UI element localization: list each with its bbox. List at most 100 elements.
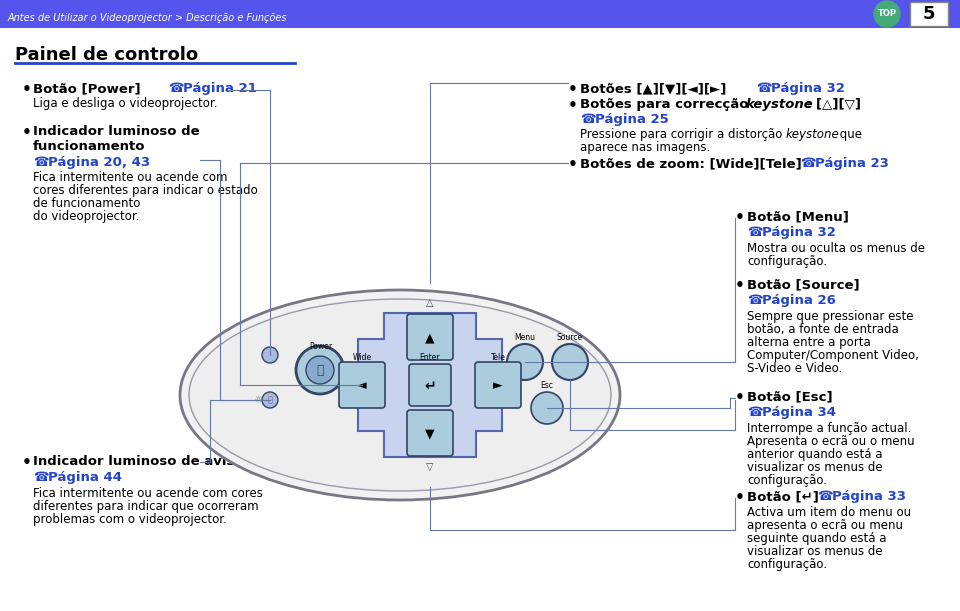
Text: ☎: ☎	[747, 406, 762, 419]
Text: Botões para correcção: Botões para correcção	[580, 98, 754, 111]
Text: ☎: ☎	[756, 82, 772, 95]
Text: Activa um item do menu ou: Activa um item do menu ou	[747, 506, 911, 519]
Text: •: •	[22, 82, 32, 97]
Text: alterna entre a porta: alterna entre a porta	[747, 336, 871, 349]
Text: S-Video e Video.: S-Video e Video.	[747, 362, 842, 375]
Text: •: •	[568, 157, 578, 172]
Text: Botões [▲][▼][◄][►]: Botões [▲][▼][◄][►]	[580, 82, 727, 95]
Text: Apresenta o ecrã ou o menu: Apresenta o ecrã ou o menu	[747, 435, 915, 448]
Text: ⏻: ⏻	[316, 365, 324, 378]
Text: ↵: ↵	[424, 379, 436, 393]
Text: Fica intermitente ou acende com: Fica intermitente ou acende com	[33, 171, 228, 184]
Text: •: •	[735, 210, 745, 225]
Text: configuração.: configuração.	[747, 474, 827, 487]
Text: funcionamento: funcionamento	[33, 140, 146, 153]
Circle shape	[262, 347, 278, 363]
FancyBboxPatch shape	[475, 362, 521, 408]
Text: ☎: ☎	[747, 226, 762, 239]
Text: •: •	[735, 390, 745, 405]
Text: ☎: ☎	[800, 157, 816, 170]
Text: Página 20, 43: Página 20, 43	[48, 156, 150, 169]
Text: TOP: TOP	[877, 10, 897, 18]
Text: Source: Source	[557, 334, 583, 343]
Text: Mostra ou oculta os menus de: Mostra ou oculta os menus de	[747, 242, 925, 255]
Text: Pressione para corrigir a distorção: Pressione para corrigir a distorção	[580, 128, 786, 141]
Text: Computer/Component Video,: Computer/Component Video,	[747, 349, 919, 362]
Text: Página 25: Página 25	[595, 113, 669, 126]
Ellipse shape	[180, 290, 620, 500]
Text: ▼: ▼	[425, 428, 435, 441]
Text: ☎: ☎	[747, 294, 762, 307]
Circle shape	[507, 344, 543, 380]
Text: visualizar os menus de: visualizar os menus de	[747, 545, 882, 558]
Text: •: •	[22, 455, 32, 470]
FancyBboxPatch shape	[409, 364, 451, 406]
Text: que: que	[836, 128, 862, 141]
Text: ◄: ◄	[357, 379, 367, 392]
Text: botão, a fonte de entrada: botão, a fonte de entrada	[747, 323, 899, 336]
Text: Página 33: Página 33	[832, 490, 906, 503]
FancyBboxPatch shape	[339, 362, 385, 408]
Circle shape	[262, 392, 278, 408]
Bar	[0, 0, 960, 28]
Text: do videoprojector.: do videoprojector.	[33, 210, 139, 223]
Text: •: •	[22, 125, 32, 140]
Text: •: •	[568, 98, 578, 113]
Text: 🌡: 🌡	[268, 395, 273, 404]
Text: Botão [↵]: Botão [↵]	[747, 490, 819, 503]
Text: diferentes para indicar que ocorreram: diferentes para indicar que ocorreram	[33, 500, 258, 513]
Text: Página 32: Página 32	[771, 82, 845, 95]
Text: apresenta o ecrã ou menu: apresenta o ecrã ou menu	[747, 519, 903, 532]
Text: Power: Power	[309, 342, 332, 351]
Text: cores diferentes para indicar o estado: cores diferentes para indicar o estado	[33, 184, 257, 197]
Text: ☎: ☎	[33, 156, 49, 169]
Text: Liga e desliga o videoprojector.: Liga e desliga o videoprojector.	[33, 97, 218, 110]
Text: problemas com o videoprojector.: problemas com o videoprojector.	[33, 513, 227, 526]
FancyBboxPatch shape	[407, 314, 453, 360]
Text: Botão [Menu]: Botão [Menu]	[747, 210, 849, 223]
Text: •: •	[735, 278, 745, 293]
Text: •: •	[735, 490, 745, 505]
Text: Botão [Esc]: Botão [Esc]	[747, 390, 832, 403]
Text: Antes de Utilizar o Videoprojector > Descrição e Funções: Antes de Utilizar o Videoprojector > Des…	[8, 13, 287, 23]
Ellipse shape	[189, 299, 611, 491]
Text: configuração.: configuração.	[747, 255, 827, 268]
Text: Indicador luminoso de aviso: Indicador luminoso de aviso	[33, 455, 244, 468]
Text: Página 32: Página 32	[762, 226, 836, 239]
Text: Wide: Wide	[352, 353, 372, 362]
Text: Fica intermitente ou acende com cores: Fica intermitente ou acende com cores	[33, 487, 263, 500]
Text: ☎: ☎	[33, 471, 49, 484]
Text: Botão [Source]: Botão [Source]	[747, 278, 859, 291]
Text: ☎: ☎	[580, 113, 595, 126]
Text: Painel de controlo: Painel de controlo	[15, 46, 198, 64]
Text: visualizar os menus de: visualizar os menus de	[747, 461, 882, 474]
Text: aparece nas imagens.: aparece nas imagens.	[580, 141, 710, 154]
Text: Esc: Esc	[540, 381, 553, 390]
Circle shape	[552, 344, 588, 380]
Text: : [△][▽]: : [△][▽]	[806, 98, 861, 111]
Text: Botões de zoom: [Wide][Tele]: Botões de zoom: [Wide][Tele]	[580, 157, 802, 170]
Text: •: •	[568, 82, 578, 97]
Text: configuração.: configuração.	[747, 558, 827, 571]
Text: keystone: keystone	[786, 128, 840, 141]
Circle shape	[296, 346, 344, 394]
Text: Página 23: Página 23	[815, 157, 889, 170]
Text: seguinte quando está a: seguinte quando está a	[747, 532, 886, 545]
Text: Tele: Tele	[491, 353, 505, 362]
Text: ▽: ▽	[426, 462, 434, 472]
Text: Página 26: Página 26	[762, 294, 836, 307]
Text: Página 34: Página 34	[762, 406, 836, 419]
Text: △: △	[426, 298, 434, 308]
Text: Página 21: Página 21	[183, 82, 256, 95]
Text: Botão [Power]: Botão [Power]	[33, 82, 140, 95]
Text: ☼: ☼	[253, 395, 262, 405]
Text: ▲: ▲	[425, 332, 435, 345]
Text: de funcionamento: de funcionamento	[33, 197, 140, 210]
Circle shape	[306, 356, 334, 384]
FancyBboxPatch shape	[407, 410, 453, 456]
Text: ►: ►	[493, 379, 503, 392]
Circle shape	[874, 1, 900, 27]
Text: Página 44: Página 44	[48, 471, 122, 484]
Text: Interrompe a função actual.: Interrompe a função actual.	[747, 422, 911, 435]
Text: ☎: ☎	[168, 82, 183, 95]
